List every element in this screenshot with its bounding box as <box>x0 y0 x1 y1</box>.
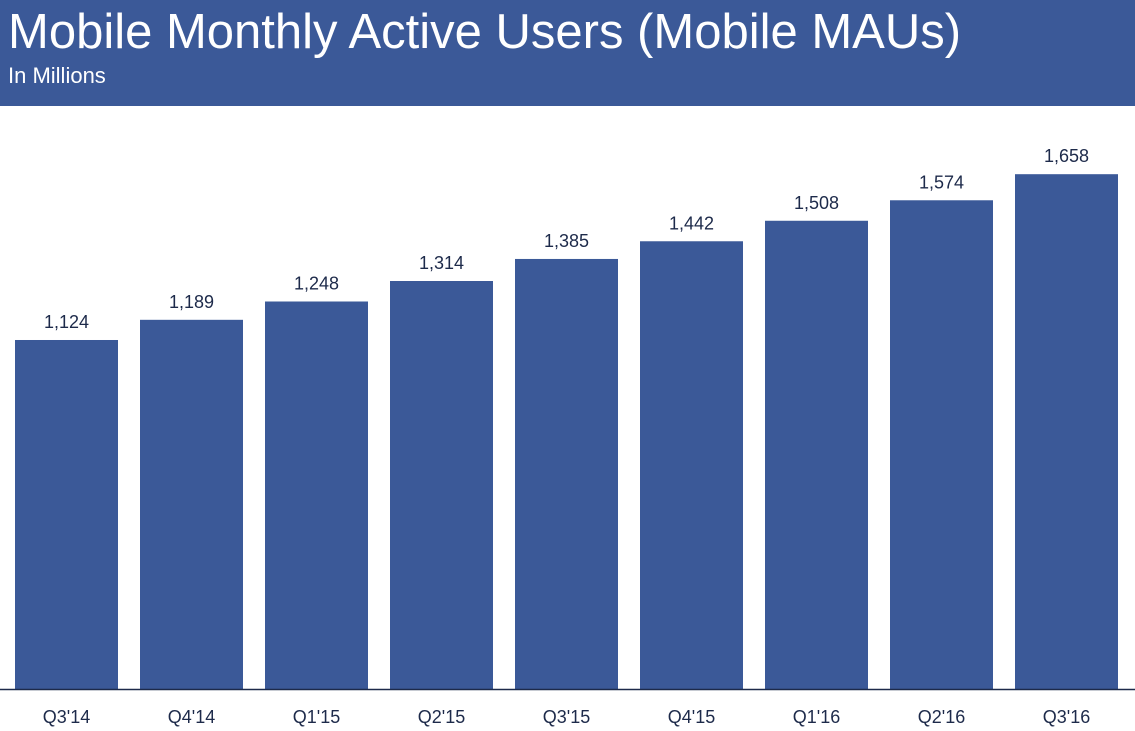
bar-Q2'15 <box>390 281 493 689</box>
bar-Q2'16 <box>890 200 993 689</box>
bar-Q1'16 <box>765 220 868 689</box>
data-label: 1,442 <box>669 213 714 233</box>
x-tick-label: Q3'15 <box>543 707 590 727</box>
bar-Q4'14 <box>140 319 243 689</box>
x-tick-label: Q2'15 <box>418 707 465 727</box>
x-tick-label: Q1'16 <box>793 707 840 727</box>
x-tick-label: Q2'16 <box>918 707 965 727</box>
bar-Q3'16 <box>1015 174 1118 689</box>
data-label: 1,574 <box>919 172 964 192</box>
bar-chart: 1,124 Q3'14 1,189 Q4'14 1,248 Q1'15 1,314 Q2'15… <box>0 146 1135 727</box>
bar-Q4'15 <box>640 241 743 689</box>
chart-subtitle: In Millions <box>8 63 106 88</box>
data-label: 1,508 <box>794 193 839 213</box>
data-label: 1,124 <box>44 312 89 332</box>
data-label: 1,385 <box>544 231 589 251</box>
chart-title: Mobile Monthly Active Users (Mobile MAUs… <box>8 5 962 59</box>
x-tick-label: Q3'14 <box>43 707 90 727</box>
x-tick-label: Q3'16 <box>1043 707 1090 727</box>
bar-Q3'14 <box>15 339 118 689</box>
chart-header: Mobile Monthly Active Users (Mobile MAUs… <box>0 0 1135 106</box>
data-label: 1,189 <box>169 292 214 312</box>
x-tick-label: Q4'15 <box>668 707 715 727</box>
bar-Q3'15 <box>515 258 618 689</box>
data-label: 1,658 <box>1044 146 1089 166</box>
data-label: 1,314 <box>419 253 464 273</box>
x-tick-label: Q4'14 <box>168 707 215 727</box>
bar-Q1'15 <box>265 301 368 689</box>
x-tick-label: Q1'15 <box>293 707 340 727</box>
data-label: 1,248 <box>294 273 339 293</box>
